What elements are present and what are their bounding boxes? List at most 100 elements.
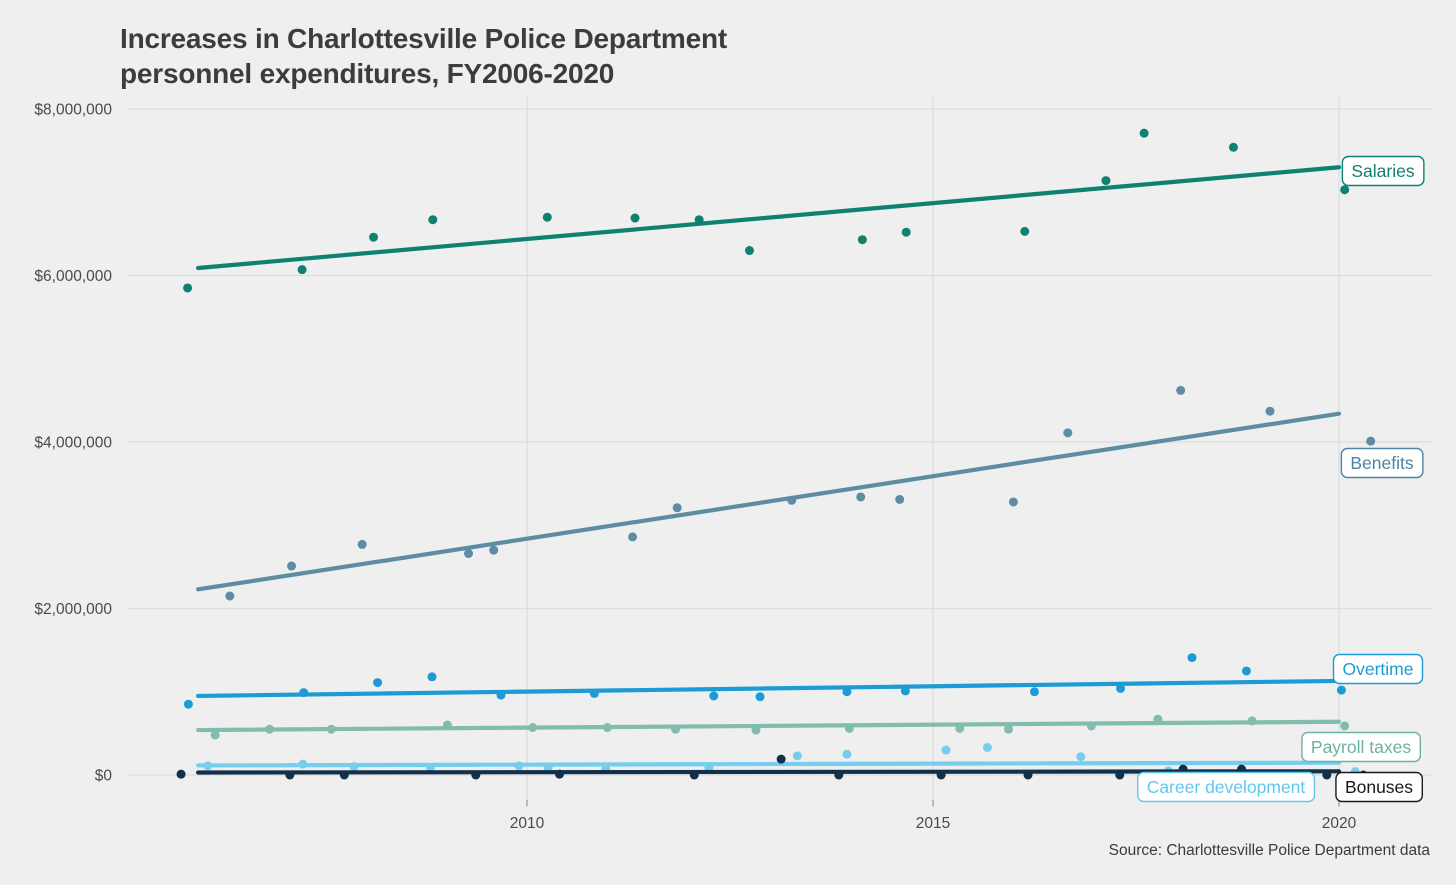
bonuses-point-fy2007 <box>285 770 295 780</box>
payroll-taxes-point-fy2009 <box>442 720 452 730</box>
salaries-point-fy2013 <box>744 246 754 256</box>
overtime-point-fy2018 <box>1187 653 1197 663</box>
bonuses-point-fy2006 <box>176 769 186 779</box>
payroll-taxes-point-fy2011 <box>602 723 612 733</box>
bonuses-point-fy2011 <box>689 770 699 780</box>
benefits-point-fy2006 <box>225 591 235 601</box>
series-salaries <box>183 128 1350 293</box>
overtime-label-box <box>1332 653 1424 685</box>
salaries-point-fy2016 <box>1020 226 1030 236</box>
career-development-point-fy2009 <box>425 763 435 773</box>
series-label-payroll-taxes: Payroll taxes <box>1301 731 1422 763</box>
overtime-point-fy2015 <box>900 686 910 696</box>
overtime-trend-line <box>196 678 1342 699</box>
bonuses-label-text: Bonuses <box>1345 777 1413 797</box>
career-development-point-fy2011 <box>543 763 553 773</box>
salaries-point-fy2017 <box>1101 176 1111 186</box>
payroll-taxes-point-fy2007 <box>265 724 275 734</box>
salaries-trend-line <box>196 165 1342 271</box>
bonuses-point-fy2013 <box>834 770 844 780</box>
overtime-point-fy2016 <box>1030 687 1039 697</box>
benefits-point-fy2008 <box>357 539 367 549</box>
series-career-development <box>196 743 1360 777</box>
benefits-point-fy2014 <box>856 492 866 502</box>
overtime-label-text: Overtime <box>1343 659 1414 679</box>
x-tick-label: 2020 <box>1322 815 1357 832</box>
overtime-point-fy2014 <box>842 687 852 697</box>
benefits-point-fy2013 <box>787 495 797 505</box>
bonuses-point-fy2015 <box>1023 770 1033 780</box>
benefits-point-fy2007 <box>287 561 297 571</box>
y-tick-label: $8,000,000 <box>34 102 112 119</box>
salaries-point-fy2019 <box>1228 142 1238 152</box>
series-label-bonuses: Bonuses <box>1335 771 1423 803</box>
y-axis: $0 $2,000,000 $4,000,000 $6,000,000 $8,000,0… <box>34 102 1432 785</box>
bonuses-point-fy2018 <box>1237 764 1247 774</box>
salaries-point-fy2014 <box>857 235 867 245</box>
bonuses-point-fy2017 <box>1178 764 1188 774</box>
benefits-point-fy2011 <box>628 532 638 542</box>
series-overtime <box>183 653 1346 709</box>
career-development-point-fy2008 <box>349 762 359 772</box>
chart-title: Increases in Charlottesville Police Depa… <box>120 21 727 91</box>
overtime-point-fy2012 <box>709 691 719 701</box>
career-development-point-fy2007 <box>298 759 308 769</box>
career-development-trend-line <box>196 760 1342 768</box>
salaries-point-fy2010 <box>542 212 552 222</box>
overtime-point-fy2010 <box>496 690 506 700</box>
benefits-point-fy2017 <box>1063 428 1073 438</box>
benefits-point-fy2019 <box>1265 406 1275 416</box>
payroll-taxes-point-fy2020 <box>1340 721 1350 731</box>
benefits-trend-line <box>196 411 1342 592</box>
series-label-career-development: Career development <box>1137 771 1316 803</box>
benefits-label-text: Benefits <box>1350 453 1413 473</box>
benefits-point-fy2020 <box>1366 436 1376 446</box>
y-tick-label: $0 <box>95 768 113 785</box>
payroll-taxes-label-text: Payroll taxes <box>1311 737 1411 757</box>
career-development-label-text: Career development <box>1147 777 1306 797</box>
salaries-point-fy2009 <box>428 215 438 225</box>
bonuses-point-fy2008 <box>339 770 349 780</box>
bonuses-point-fy2012 <box>776 754 786 764</box>
payroll-taxes-label-box <box>1301 731 1422 763</box>
x-tick-label: 2015 <box>916 815 950 832</box>
overtime-point-fy2009 <box>427 672 437 682</box>
career-development-label-box <box>1137 771 1316 803</box>
bonuses-point-fy2016 <box>1115 770 1125 780</box>
payroll-taxes-point-fy2017 <box>1086 721 1096 731</box>
bonuses-trend-line <box>196 769 1342 775</box>
career-development-point-fy2016 <box>941 745 951 755</box>
salaries-point-fy2007 <box>297 265 307 275</box>
chart-title-line1: Increases in Charlottesville Police Depa… <box>120 23 728 54</box>
career-development-point-fy2013 <box>704 763 714 773</box>
series-label-benefits: Benefits <box>1340 447 1424 479</box>
series-label-overtime: Overtime <box>1332 653 1424 685</box>
source-note: Source: Charlottesville Police Departmen… <box>1108 842 1430 859</box>
career-development-point-fy2006 <box>203 761 213 771</box>
overtime-point-fy2020 <box>1336 685 1346 695</box>
payroll-taxes-point-fy2012 <box>671 724 681 734</box>
benefits-point-fy2015 <box>895 494 905 504</box>
payroll-taxes-point-fy2013 <box>751 725 761 735</box>
series-benefits <box>196 385 1376 601</box>
career-development-point-fy2014 <box>792 751 802 761</box>
payroll-taxes-point-fy2016 <box>1004 724 1014 734</box>
series-label-salaries: Salaries <box>1341 155 1425 187</box>
overtime-point-fy2017 <box>1116 683 1126 693</box>
benefits-point-fy2016 <box>1008 497 1018 507</box>
payroll-taxes-trend-line <box>196 719 1342 733</box>
y-tick-label: $4,000,000 <box>34 435 112 452</box>
salaries-label-text: Salaries <box>1351 161 1414 181</box>
bonuses-point-fy2010 <box>554 769 564 779</box>
bonuses-point-fy2014 <box>936 770 946 780</box>
overtime-point-fy2011 <box>589 688 599 698</box>
payroll-taxes-point-fy2019 <box>1247 716 1257 726</box>
payroll-taxes-point-fy2010 <box>528 723 538 733</box>
salaries-label-box <box>1341 155 1425 187</box>
overtime-point-fy2007 <box>299 688 309 698</box>
salaries-point-fy2018 <box>1139 128 1149 138</box>
overtime-point-fy2006 <box>183 699 193 709</box>
overtime-point-fy2008 <box>373 678 383 688</box>
payroll-taxes-point-fy2014 <box>844 723 854 733</box>
